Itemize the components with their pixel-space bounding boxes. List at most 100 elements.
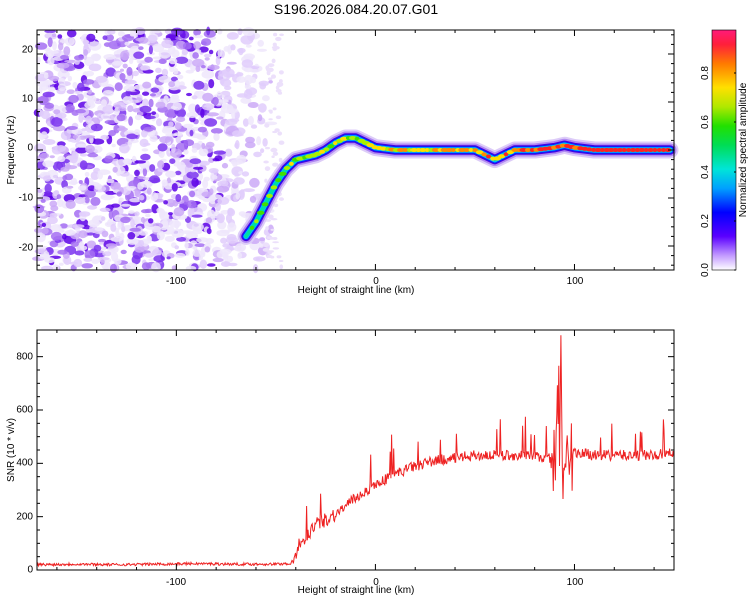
heatmap-ridge-peak xyxy=(475,150,484,155)
colorbar-scale xyxy=(712,30,736,270)
heatmap-noise-blob xyxy=(225,213,233,224)
heatmap-noise-blob xyxy=(216,213,225,224)
heatmap-noise-blob xyxy=(157,143,168,152)
heatmap-noise-blob xyxy=(81,263,93,269)
heatmap-ridge-peak xyxy=(525,148,531,152)
heatmap-noise-blob xyxy=(158,58,167,64)
heatmap-noise-blob xyxy=(193,29,202,36)
heatmap-noise-blob xyxy=(267,63,275,68)
heatmap-noise-blob xyxy=(214,155,223,162)
colorbar-tick-label: 0.0 xyxy=(700,263,711,277)
heatmap-noise-blob xyxy=(176,236,187,242)
heatmap-noise-blob xyxy=(237,28,243,36)
heatmap-noise-blob xyxy=(185,232,198,240)
heatmap-noise-blob xyxy=(198,160,210,166)
heatmap-noise-blob xyxy=(216,229,230,237)
heatmap-noise-blob xyxy=(232,130,243,137)
heatmap-noise-blob xyxy=(220,261,231,267)
colorbar-tick-label: 0.6 xyxy=(700,115,711,129)
heatmap-ridge-peak xyxy=(511,148,519,152)
heatmap-noise-blob xyxy=(79,160,88,171)
snr-panel: -100 0 100 Height of straight line (km) … xyxy=(6,329,675,596)
colorbar-frame xyxy=(711,29,737,271)
heatmap-noise-blob xyxy=(73,91,84,95)
heatmap-noise-blob xyxy=(119,73,126,81)
heatmap-noise-blob xyxy=(139,105,152,113)
heatmap-noise-blob xyxy=(64,173,74,181)
heatmap-noise-blob xyxy=(174,80,180,88)
heatmap-noise-blob xyxy=(143,126,154,132)
heatmap-noise-blob xyxy=(88,63,102,72)
heatmap-noise-blob xyxy=(138,239,145,247)
heatmap-noise-blob xyxy=(62,233,67,240)
heatmap-noise-blob xyxy=(98,238,107,243)
heatmap-noise-blob xyxy=(73,258,83,268)
heatmap-noise-blob xyxy=(122,158,133,164)
heatmap-noise-blob xyxy=(205,141,215,148)
heatmap-noise-blob xyxy=(245,136,255,144)
heatmap-noise-blob xyxy=(188,103,198,114)
heatmap-noise-blob xyxy=(156,118,163,127)
heatmap-noise-blob xyxy=(105,261,111,270)
heatmap-x-tick-label: 100 xyxy=(567,276,584,287)
heatmap-noise-blob xyxy=(133,51,145,59)
heatmap-noise-blob xyxy=(186,171,199,179)
heatmap-noise-blob xyxy=(124,79,137,85)
heatmap-noise-blob xyxy=(85,144,95,153)
heatmap-noise-blob xyxy=(93,244,102,252)
heatmap-noise-blob xyxy=(226,73,235,78)
heatmap-noise-blob xyxy=(91,258,100,264)
heatmap-noise-blob xyxy=(249,177,260,188)
heatmap-ridge-peak xyxy=(249,225,255,230)
heatmap-noise-blob xyxy=(75,109,86,114)
heatmap-noise-blob xyxy=(276,255,282,259)
heatmap-noise-blob xyxy=(276,84,282,88)
heatmap-noise-blob xyxy=(168,121,174,128)
heatmap-noise-blob xyxy=(189,190,196,198)
heatmap-noise-blob xyxy=(38,253,50,260)
heatmap-noise-blob xyxy=(130,218,135,228)
heatmap-noise-blob xyxy=(200,108,205,119)
heatmap-noise-blob xyxy=(101,246,107,251)
heatmap-noise-blob xyxy=(220,237,228,244)
colorbar: 0.0 0.2 0.4 0.6 0.8 Normalized spectral … xyxy=(700,29,749,277)
heatmap-noise-blob xyxy=(58,262,64,266)
heatmap-noise-blob xyxy=(201,142,206,150)
heatmap-noise-blob xyxy=(57,83,67,92)
heatmap-noise-blob xyxy=(204,57,210,61)
heatmap-noise-blob xyxy=(100,113,111,120)
heatmap-noise-blob xyxy=(81,128,87,132)
heatmap-noise-blob xyxy=(224,148,233,157)
heatmap-noise-blob xyxy=(72,134,78,139)
heatmap-noise-blob xyxy=(201,70,215,79)
heatmap-noise-blob xyxy=(83,49,89,56)
heatmap-noise-blob xyxy=(177,74,184,80)
heatmap-noise-blob xyxy=(174,245,179,250)
heatmap-noise-blob xyxy=(111,143,116,148)
heatmap-noise-blob xyxy=(279,197,284,201)
heatmap-noise-blob xyxy=(164,109,178,118)
heatmap-noise-blob xyxy=(171,49,180,58)
heatmap-noise-blob xyxy=(42,139,56,145)
heatmap-noise-blob xyxy=(132,70,139,77)
heatmap-noise-blob xyxy=(220,103,234,114)
heatmap-ridge-peak xyxy=(463,148,470,152)
heatmap-noise-blob xyxy=(266,254,273,258)
heatmap-noise-blob xyxy=(173,162,182,167)
heatmap-noise-blob xyxy=(244,74,254,85)
heatmap-noise-blob xyxy=(201,103,214,111)
heatmap-noise-blob xyxy=(278,260,284,262)
heatmap-noise-blob xyxy=(85,115,92,125)
heatmap-noise-blob xyxy=(213,150,226,155)
heatmap-noise-blob xyxy=(92,145,103,153)
heatmap-noise-blob xyxy=(140,65,151,71)
heatmap-noise-blob xyxy=(66,185,74,189)
heatmap-noise-blob xyxy=(48,50,59,54)
heatmap-noise-blob xyxy=(274,128,280,133)
heatmap-noise-blob xyxy=(150,87,160,93)
snr-ticks xyxy=(37,329,674,571)
heatmap-noise-blob xyxy=(85,70,95,77)
heatmap-noise-blob xyxy=(72,224,85,229)
heatmap-noise-blob xyxy=(57,34,63,39)
heatmap-noise-blob xyxy=(78,113,84,123)
